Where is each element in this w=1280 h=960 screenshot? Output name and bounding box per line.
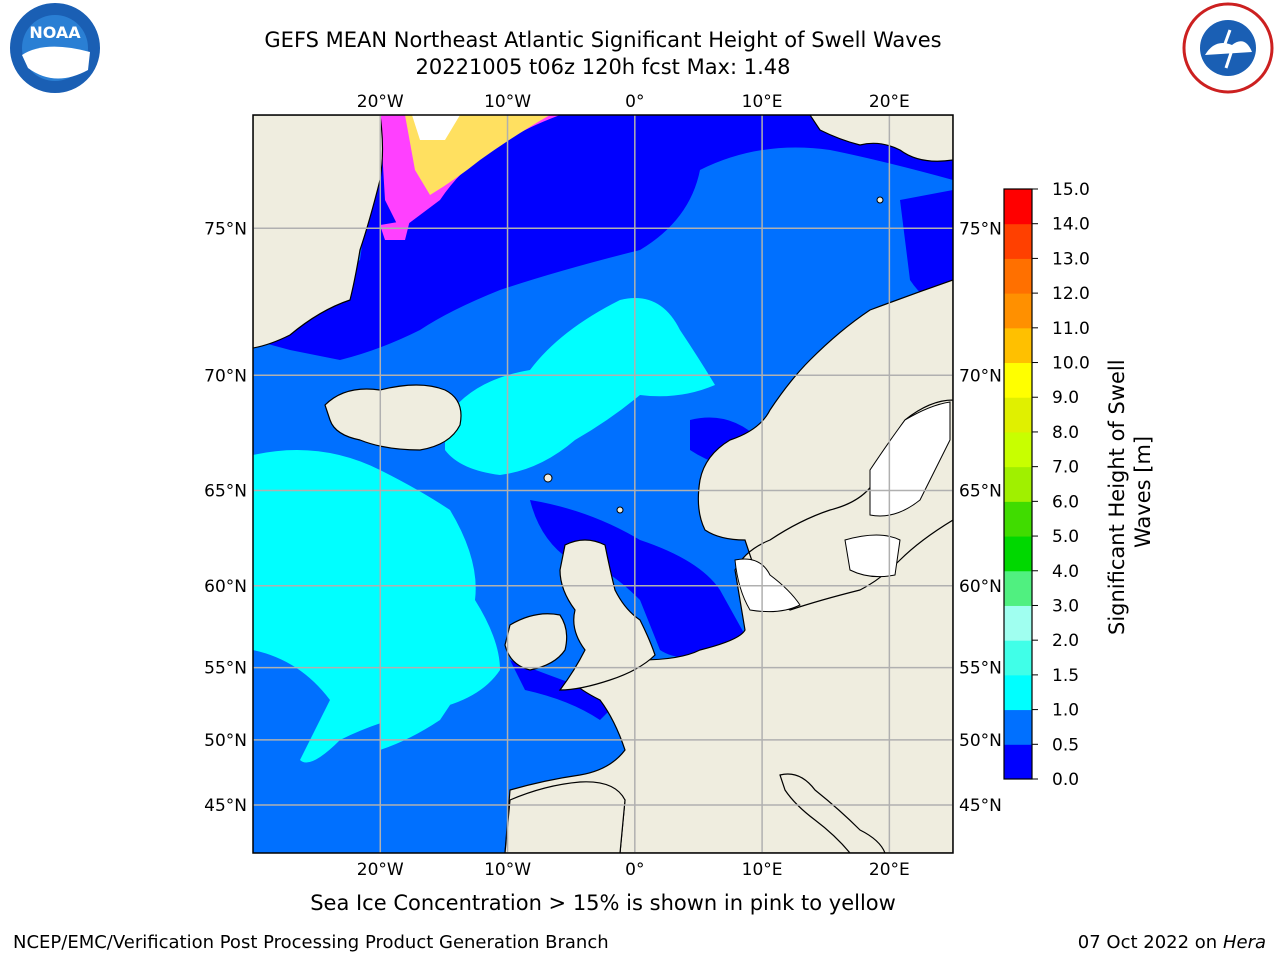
colorbar-tick-label: 14.0	[1052, 215, 1090, 235]
nws-logo-icon	[1182, 2, 1274, 94]
lon-tick-label-bottom: 20°E	[869, 860, 910, 880]
colorbar-segment	[1004, 605, 1032, 641]
colorbar-segment	[1004, 397, 1032, 433]
lat-tick-label-right: 60°N	[959, 577, 1002, 597]
lat-tick-label-left: 55°N	[204, 659, 247, 679]
colorbar-tick-label: 1.0	[1052, 701, 1079, 721]
colorbar-tick-label: 2.0	[1052, 631, 1079, 651]
colorbar-tick-label: 7.0	[1052, 458, 1079, 478]
colorbar-tick-label: 12.0	[1052, 284, 1090, 304]
colorbar-tick-label: 13.0	[1052, 249, 1090, 269]
lon-tick-label-top: 20°E	[869, 92, 910, 112]
lon-tick-label-top: 0°	[625, 92, 644, 112]
lon-tick-label-bottom: 10°W	[484, 860, 531, 880]
colorbar-segment	[1004, 431, 1032, 468]
colorbar-segment	[1004, 189, 1032, 225]
lon-tick-label-top: 10°E	[742, 92, 783, 112]
colorbar-segment	[1004, 501, 1032, 537]
colorbar-segment	[1004, 258, 1032, 294]
colorbar: 0.0 0.5 1.0 1.5 2.0 3.0 4.0 5.0 6.0 7.0 8.0 9.0 10.0…	[1003, 180, 1090, 790]
colorbar-segment	[1004, 536, 1032, 572]
colorbar-segment	[1004, 362, 1032, 398]
noaa-logo-text: NOAA	[29, 23, 81, 42]
lat-tick-label-right: 75°N	[959, 219, 1002, 239]
grid-lines	[253, 115, 953, 853]
footer-credit: NCEP/EMC/Verification Post Processing Pr…	[13, 932, 609, 953]
colorbar-label-line1: Significant Height of Swell	[1105, 359, 1129, 635]
lat-tick-label-right: 45°N	[959, 796, 1002, 816]
chart-title: GEFS MEAN Northeast Atlantic Significant…	[264, 28, 942, 52]
colorbar-tick-label: 11.0	[1052, 319, 1090, 339]
colorbar-segment	[1004, 640, 1032, 676]
colorbar-segment	[1004, 293, 1032, 329]
colorbar-segment	[1004, 223, 1032, 259]
colorbar-segment	[1004, 709, 1032, 745]
lat-tick-label-left: 70°N	[204, 366, 247, 386]
footer-host: Hera	[1222, 932, 1266, 953]
colorbar-segment	[1004, 327, 1032, 364]
colorbar-tick-label: 0.5	[1052, 735, 1079, 755]
colorbar-segment	[1004, 674, 1032, 711]
colorbar-frame	[1003, 188, 1033, 780]
lon-tick-label-bottom: 10°E	[742, 860, 783, 880]
colorbar-tick-label: 5.0	[1052, 527, 1079, 547]
chart-subtitle: 20221005 t06z 120h fcst Max: 1.48	[415, 55, 791, 79]
lon-tick-label-bottom: 0°	[625, 860, 644, 880]
lat-tick-label-left: 65°N	[204, 481, 247, 501]
footer-date: 07 Oct 2022 on Hera	[1078, 932, 1266, 953]
colorbar-tick-label: 15.0	[1052, 180, 1090, 200]
colorbar-tick-label: 10.0	[1052, 354, 1090, 374]
colorbar-tick-label: 8.0	[1052, 423, 1079, 443]
colorbar-tick-label: 0.0	[1052, 770, 1079, 790]
lon-tick-label-top: 20°W	[357, 92, 404, 112]
noaa-logo-icon: NOAA	[8, 1, 102, 95]
colorbar-segment	[1004, 466, 1032, 502]
lat-tick-label-right: 70°N	[959, 366, 1002, 386]
lat-tick-label-right: 65°N	[959, 481, 1002, 501]
colorbar-tick-label: 9.0	[1052, 388, 1079, 408]
colorbar-segment	[1004, 570, 1032, 606]
lon-tick-label-top: 10°W	[484, 92, 531, 112]
map-area	[253, 115, 953, 853]
lat-tick-label-left: 50°N	[204, 731, 247, 751]
colorbar-tick-label: 6.0	[1052, 492, 1079, 512]
lat-tick-label-left: 60°N	[204, 577, 247, 597]
sea-ice-caption: Sea Ice Concentration > 15% is shown in …	[310, 891, 896, 915]
lat-tick-label-right: 50°N	[959, 731, 1002, 751]
lat-tick-label-right: 55°N	[959, 659, 1002, 679]
colorbar-tick-label: 3.0	[1052, 596, 1079, 616]
lon-tick-label-bottom: 20°W	[357, 860, 404, 880]
colorbar-tick-label: 4.0	[1052, 562, 1079, 582]
lat-tick-label-left: 45°N	[204, 796, 247, 816]
map-frame	[252, 114, 954, 854]
axis-tick-labels: 20°W 20°W 10°W 10°W 0° 0° 10°E 10°E 20°E 20°E 45°N…	[204, 92, 1002, 880]
colorbar-segment	[1004, 744, 1032, 780]
colorbar-tick-label: 1.5	[1052, 666, 1079, 686]
footer-date-text: 07 Oct 2022 on	[1077, 932, 1223, 953]
lat-tick-label-left: 75°N	[204, 219, 247, 239]
colorbar-label-line2: Waves [m]	[1131, 436, 1155, 548]
